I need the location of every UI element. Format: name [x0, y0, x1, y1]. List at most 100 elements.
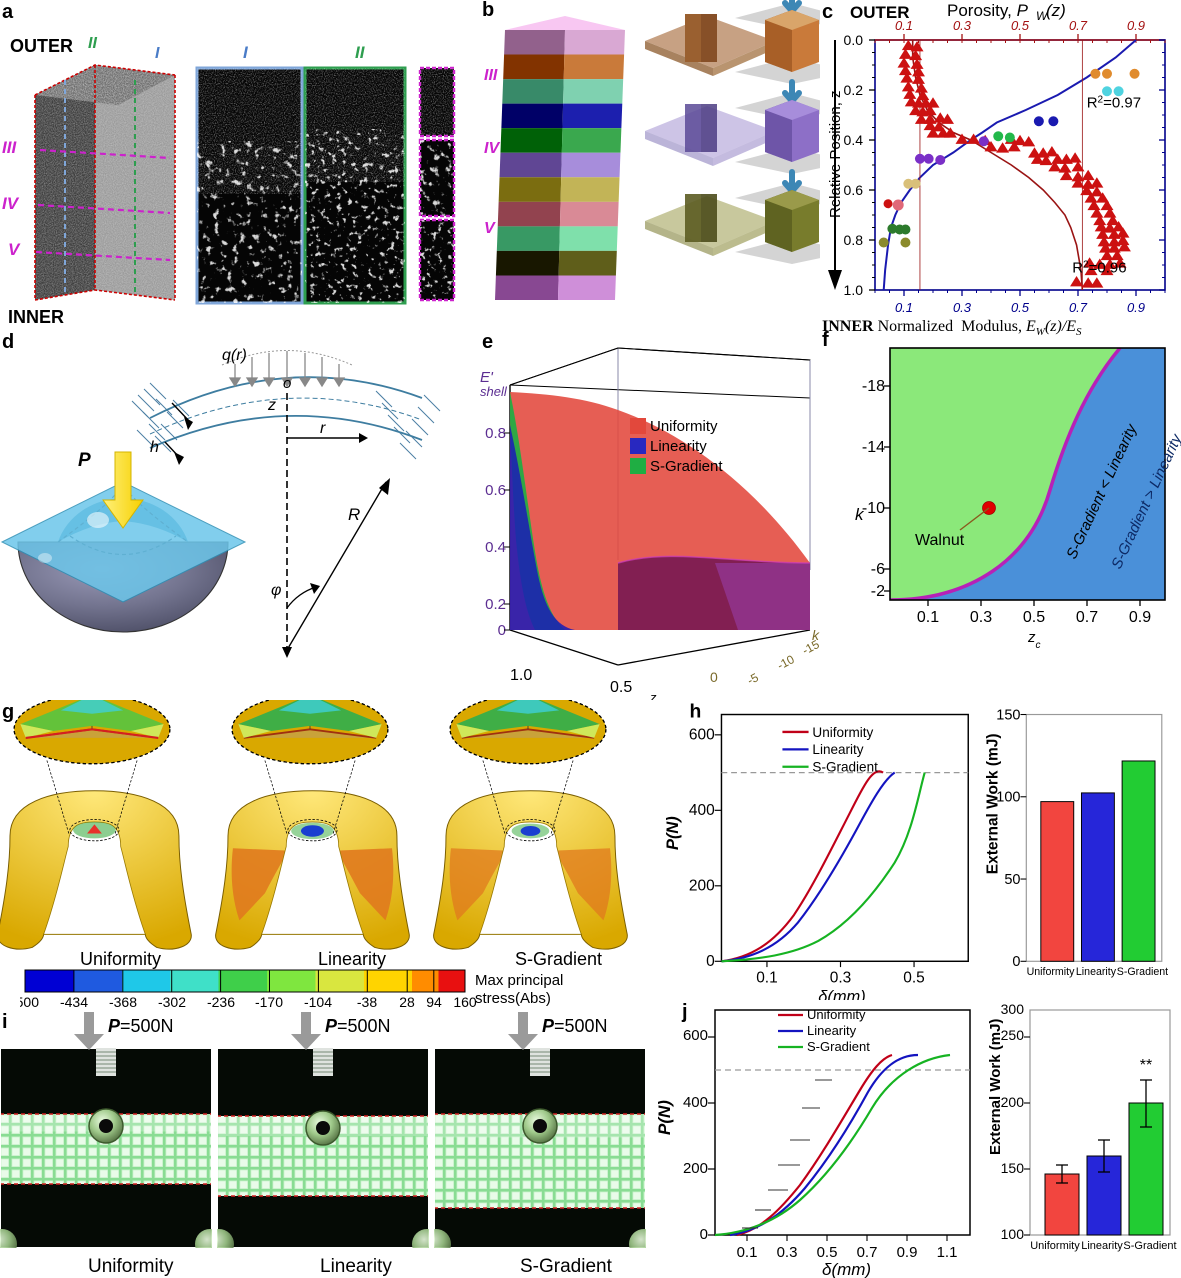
svg-text:R2=0.97: R2=0.97 — [1087, 94, 1141, 112]
svg-text:P: P — [78, 450, 91, 471]
svg-text:0.8: 0.8 — [844, 232, 864, 248]
svg-text:S-Gradient: S-Gradient — [807, 1039, 870, 1054]
svg-text:Linearity: Linearity — [1081, 1240, 1123, 1252]
svg-text:II: II — [88, 35, 97, 52]
svg-text:Linearity: Linearity — [812, 742, 863, 757]
svg-text:Uniformity: Uniformity — [88, 1256, 174, 1277]
svg-text:-368: -368 — [109, 994, 137, 1010]
svg-text:δ(mm): δ(mm) — [822, 1260, 871, 1278]
svg-text:S-Gradient: S-Gradient — [1123, 1240, 1176, 1252]
svg-text:200: 200 — [683, 1160, 708, 1177]
svg-text:1.0: 1.0 — [844, 282, 864, 298]
svg-text:400: 400 — [683, 1094, 708, 1111]
svg-text:0.5: 0.5 — [1011, 300, 1030, 315]
svg-text:0.1: 0.1 — [756, 970, 778, 987]
svg-text:d: d — [2, 331, 14, 353]
svg-text:0.7: 0.7 — [857, 1244, 878, 1261]
svg-text:200: 200 — [1001, 1094, 1025, 1110]
svg-text:P(N): P(N) — [655, 1100, 674, 1135]
svg-text:-170: -170 — [255, 994, 283, 1010]
svg-text:0.5: 0.5 — [1011, 18, 1030, 33]
svg-text:400: 400 — [689, 802, 715, 819]
svg-text:1.1: 1.1 — [937, 1244, 958, 1261]
svg-text:0.7: 0.7 — [1069, 18, 1088, 33]
svg-text:0.4: 0.4 — [844, 132, 864, 148]
svg-text:0.6: 0.6 — [485, 482, 506, 499]
svg-text:150: 150 — [996, 707, 1020, 723]
svg-text:0: 0 — [1012, 954, 1020, 970]
svg-text:0.0: 0.0 — [844, 32, 864, 48]
svg-text:-434: -434 — [60, 994, 88, 1010]
svg-text:0.3: 0.3 — [953, 300, 972, 315]
svg-text:g: g — [2, 701, 14, 723]
svg-text:OUTER: OUTER — [10, 36, 73, 56]
svg-text:P(N): P(N) — [664, 816, 682, 850]
svg-text:0.3: 0.3 — [830, 970, 852, 987]
svg-text:Linearity: Linearity — [650, 438, 707, 455]
svg-text:a: a — [2, 1, 14, 23]
svg-text:0.7: 0.7 — [1076, 609, 1098, 626]
svg-text:0.9: 0.9 — [897, 1244, 918, 1261]
svg-text:(z): (z) — [1046, 1, 1066, 20]
svg-text:0.1: 0.1 — [917, 609, 939, 626]
svg-text:P=500N: P=500N — [542, 1016, 608, 1036]
svg-text:160: 160 — [453, 994, 477, 1010]
svg-text:0.5: 0.5 — [1023, 609, 1045, 626]
svg-text:I: I — [155, 45, 160, 62]
svg-text:0.1: 0.1 — [895, 18, 913, 33]
svg-text:P=500N: P=500N — [108, 1016, 174, 1036]
svg-text:-6: -6 — [871, 561, 885, 578]
svg-text:φ: φ — [271, 582, 281, 599]
svg-text:250: 250 — [1001, 1027, 1025, 1043]
svg-text:0.6: 0.6 — [844, 182, 864, 198]
svg-text:-18: -18 — [862, 378, 885, 395]
svg-text:150: 150 — [1001, 1160, 1025, 1176]
svg-text:S-Gradient: S-Gradient — [650, 458, 723, 475]
svg-text:0: 0 — [700, 1226, 708, 1243]
svg-text:600: 600 — [683, 1027, 708, 1044]
svg-text:z: z — [649, 690, 657, 700]
svg-text:0.2: 0.2 — [844, 82, 864, 98]
svg-text:III: III — [2, 138, 17, 157]
svg-text:R: R — [348, 505, 360, 524]
svg-text:-104: -104 — [304, 994, 332, 1010]
svg-text:c: c — [822, 1, 833, 23]
svg-text:h: h — [690, 700, 702, 722]
svg-text:Uniformity: Uniformity — [807, 1007, 866, 1022]
svg-text:INNER: INNER — [8, 307, 64, 327]
svg-text:0: 0 — [706, 953, 715, 970]
svg-text:0.9: 0.9 — [1127, 18, 1145, 33]
svg-text:600: 600 — [689, 727, 715, 744]
svg-text:0.5: 0.5 — [903, 970, 925, 987]
svg-text:0.3: 0.3 — [777, 1244, 798, 1261]
svg-text:External Work (mJ): External Work (mJ) — [987, 1019, 1004, 1155]
svg-text:-38: -38 — [357, 994, 377, 1010]
svg-text:-10: -10 — [862, 500, 885, 517]
svg-text:0.2: 0.2 — [485, 596, 506, 613]
svg-text:Uniformity: Uniformity — [812, 725, 873, 740]
svg-text:Max principal: Max principal — [475, 972, 563, 989]
svg-text:Walnut: Walnut — [915, 532, 965, 549]
svg-text:300: 300 — [1001, 1001, 1025, 1017]
svg-text:0.5: 0.5 — [817, 1244, 838, 1261]
svg-text:o: o — [283, 375, 291, 392]
svg-text:-5: -5 — [745, 670, 761, 688]
svg-text:shell: shell — [480, 384, 508, 399]
svg-text:0.3: 0.3 — [970, 609, 992, 626]
svg-text:-10: -10 — [775, 652, 797, 673]
svg-text:-500: -500 — [20, 994, 39, 1010]
svg-text:P=500N: P=500N — [325, 1016, 391, 1036]
svg-text:0.9: 0.9 — [1129, 609, 1151, 626]
svg-text:S-Gradient: S-Gradient — [812, 760, 878, 775]
svg-text:28: 28 — [399, 994, 415, 1010]
svg-text:0.9: 0.9 — [1127, 300, 1145, 315]
svg-text:k: k — [812, 627, 820, 643]
svg-text:stress(Abs): stress(Abs) — [475, 990, 551, 1007]
svg-text:100: 100 — [1001, 1226, 1025, 1242]
svg-text:0: 0 — [710, 669, 718, 685]
svg-text:IV: IV — [2, 194, 20, 213]
svg-text:0.1: 0.1 — [737, 1244, 758, 1261]
svg-text:e: e — [482, 331, 493, 353]
svg-text:II: II — [355, 43, 366, 62]
svg-text:94: 94 — [426, 994, 442, 1010]
